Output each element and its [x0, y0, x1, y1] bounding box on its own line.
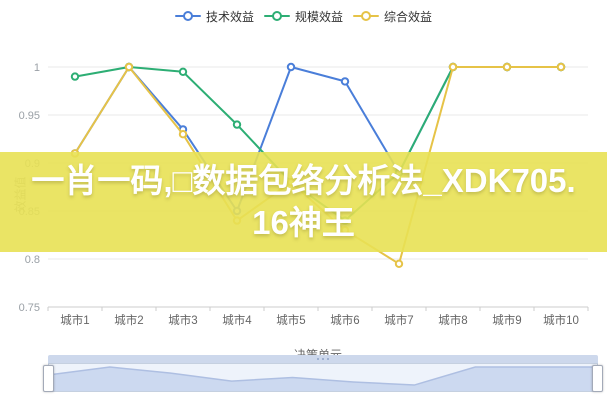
data-point[interactable]: [286, 62, 296, 72]
datazoom-shadow-chart: [48, 366, 597, 391]
x-axis-tick-label: 城市9: [492, 313, 521, 327]
x-axis-tick-label: 城市6: [330, 313, 359, 327]
watermark-text-line1: 一肖一码,□数据包络分析法_XDK705.: [31, 162, 576, 199]
data-point[interactable]: [124, 62, 134, 72]
legend-label: 技术效益: [205, 9, 254, 24]
data-point[interactable]: [232, 120, 242, 129]
line-series-icon: [263, 9, 290, 23]
x-axis-tick-label: 城市10: [543, 313, 579, 327]
data-point[interactable]: [70, 72, 80, 81]
chart-legend: 技术效益 规模效益 综合效益: [0, 6, 607, 26]
legend-label: 规模效益: [294, 9, 343, 24]
y-axis-tick-label: 0.75: [19, 302, 40, 314]
data-point[interactable]: [502, 62, 512, 72]
legend-item-series-3[interactable]: 综合效益: [353, 8, 432, 25]
datazoom-left-handle[interactable]: [43, 365, 54, 392]
legend-item-series-2[interactable]: 规模效益: [263, 8, 343, 25]
data-point[interactable]: [394, 259, 404, 268]
watermark-overlay: 一肖一码,□数据包络分析法_XDK705. 16神王: [0, 152, 607, 252]
data-point[interactable]: [448, 62, 458, 72]
x-axis-tick-label: 城市2: [114, 313, 143, 327]
y-axis-tick-label: 0.8: [25, 254, 40, 266]
watermark-text-line2: 16神王: [252, 204, 355, 241]
data-point[interactable]: [340, 77, 350, 86]
y-axis-tick-label: 1: [34, 62, 40, 74]
data-point[interactable]: [178, 130, 188, 139]
legend-label: 综合效益: [384, 9, 433, 24]
data-point[interactable]: [178, 67, 188, 77]
datazoom-shadow-area: [49, 367, 597, 391]
data-point[interactable]: [556, 62, 566, 72]
x-axis-tick-label: 城市5: [276, 313, 305, 327]
line-series-icon: [174, 9, 201, 23]
datazoom-move-handle[interactable]: [48, 355, 598, 363]
datazoom-slider[interactable]: [43, 355, 603, 392]
datazoom-track[interactable]: [48, 363, 598, 392]
x-axis-tick-label: 城市4: [222, 313, 252, 327]
x-axis-tick-label: 城市7: [384, 313, 413, 327]
x-axis-tick-label: 城市8: [438, 313, 467, 327]
line-series-icon: [353, 9, 379, 23]
legend-item-series-1[interactable]: 技术效益: [174, 8, 254, 25]
drag-dots-icon: [317, 358, 329, 360]
datazoom-right-handle[interactable]: [592, 365, 603, 392]
x-axis-tick-label: 城市3: [168, 313, 197, 327]
x-axis-tick-label: 城市1: [60, 313, 89, 327]
datazoom-shadow-line: [48, 366, 597, 386]
y-axis-tick-label: 0.95: [19, 110, 40, 122]
